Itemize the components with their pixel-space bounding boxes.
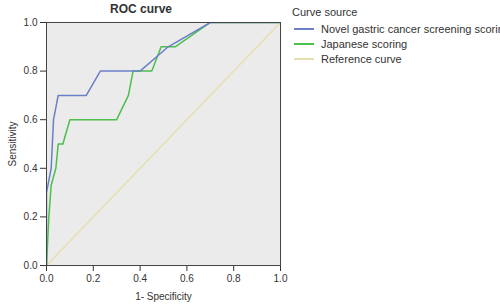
svg-text:0.8: 0.8 <box>227 273 241 284</box>
svg-text:0.2: 0.2 <box>24 211 38 222</box>
svg-text:0.4: 0.4 <box>24 163 38 174</box>
svg-text:0.2: 0.2 <box>86 273 100 284</box>
svg-text:1.0: 1.0 <box>274 273 288 284</box>
svg-text:0.0: 0.0 <box>24 260 38 271</box>
svg-text:1.0: 1.0 <box>24 17 38 28</box>
html-text:ROC curve: ROC curve <box>110 2 172 16</box>
svg-text:1- Specificity: 1- Specificity <box>135 291 192 302</box>
svg-text:0.8: 0.8 <box>24 65 38 76</box>
html-text:Japanese scoring: Japanese scoring <box>321 37 408 50</box>
html-text:Curve source: Curve source <box>292 6 358 18</box>
svg-text:0.6: 0.6 <box>180 273 194 284</box>
svg-text:0.0: 0.0 <box>40 273 54 284</box>
svg-text:Sensitivity: Sensitivity <box>7 121 18 166</box>
svg-text:0.4: 0.4 <box>133 273 147 284</box>
html-text:Reference curve: Reference curve <box>321 52 402 65</box>
svg-text:0.6: 0.6 <box>24 114 38 125</box>
